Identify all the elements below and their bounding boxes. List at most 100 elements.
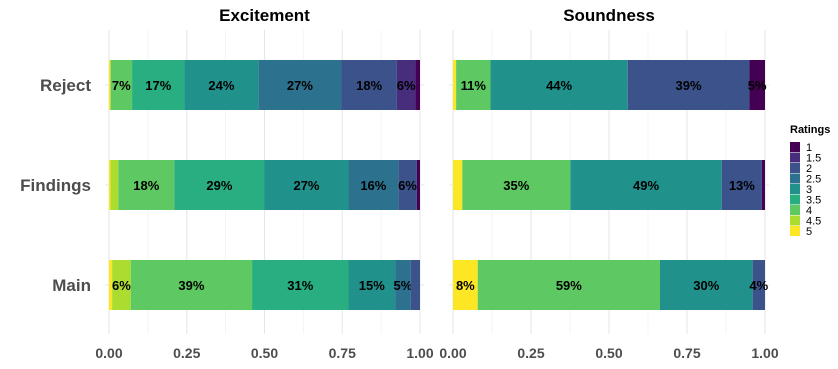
bar-data-label: 24% [208,78,234,93]
bar-segment-rating-3 [659,260,753,310]
legend-label: 4 [806,205,812,217]
legend-label: 3 [806,184,812,196]
bar-segment-rating-2 [752,260,765,310]
legend-title: Ratings [790,124,830,136]
bar-segment-rating-1 [415,60,420,110]
legend: Ratings 11.522.533.544.55 [790,124,830,238]
panel-soundness: Soundness 0.00 0.25 0.50 0.75 1.00 11% 44% 39% 5%… [439,6,778,361]
bar-segment-rating-2 [410,260,420,310]
bar-segment-rating-4 [456,60,491,110]
bar-data-label: 27% [287,78,313,93]
bar-data-label: 44% [546,78,572,93]
bar-segment-rating-3 [184,60,259,110]
bar-data-label: 17% [145,78,171,93]
bar-segment-rating-5 [453,260,478,310]
bar-data-label: 6% [112,278,131,293]
bar-data-label: 5% [393,278,412,293]
bar-segment-rating-4 [462,160,571,210]
x-tick-label: 0.50 [251,345,278,361]
legend-label: 5 [806,226,812,238]
bar-segment-rating-3 [264,160,349,210]
bar-segment-rating-3 [490,60,628,110]
x-tick-label: 0.00 [439,345,466,361]
legend-swatch [790,173,800,184]
x-tick-label: 1.00 [751,345,778,361]
bar-segment-rating-2 [398,160,417,210]
legend-swatch [790,194,800,205]
legend-swatch [790,205,800,215]
bar-segment-rating-2 [627,60,750,110]
bar-segment-rating-4-5 [110,160,119,210]
bar-segment-rating-5 [453,160,463,210]
bar-segment-rating-2 [721,160,762,210]
bar-segment-rating-1 [416,160,420,210]
x-tick-label: 0.00 [95,345,122,361]
bar-data-label: 5% [748,78,767,93]
bar-segment-rating-4-5 [112,260,131,310]
legend-label: 1.5 [806,153,821,165]
bar-data-label: 11% [461,78,487,93]
bar-data-label: 7% [112,78,131,93]
x-tick-label: 1.00 [406,345,433,361]
bar-segment-rating-2-5 [348,160,399,210]
bar-segment-rating-4 [118,160,175,210]
bar-data-label: 8% [456,278,475,293]
legend-swatch [790,163,800,173]
bar-data-label: 4% [749,278,768,293]
bar-segment-rating-3 [348,260,396,310]
legend-label: 3.5 [806,195,821,207]
bar-data-label: 15% [359,278,385,293]
legend-swatch [790,226,800,236]
legend-swatch [790,142,800,152]
bar-segment-rating-2-5 [395,260,411,310]
bar-segment-rating-2 [341,60,397,110]
bar-segment-rating-1 [761,160,765,210]
bar-data-label: 6% [398,178,417,193]
legend-label: 2 [806,163,812,175]
bar-data-label: 35% [503,178,529,193]
bar-segment-rating-1-5 [396,60,416,110]
legend-label: 2.5 [806,174,821,186]
bar-segment-rating-4 [477,260,660,310]
bar-segment-rating-5 [109,260,113,310]
x-tick-label: 0.75 [673,345,700,361]
x-tick-label: 0.75 [329,345,356,361]
bar-segment-rating-3-5 [174,160,265,210]
bar-data-label: 6% [397,78,416,93]
legend-label: 1 [806,142,812,154]
bar-segment-rating-1 [749,60,765,110]
bar-data-label: 31% [287,278,313,293]
legend-swatch [790,152,800,163]
legend-items: 11.522.533.544.55 [790,142,821,238]
panel-title: Excitement [219,6,310,25]
bar-data-label: 59% [556,278,582,293]
bar-segment-rating-5 [109,60,111,110]
bar-data-label: 29% [206,178,232,193]
panel-excitement: Excitement 0.00 0.25 0.50 0.75 1.00 7% 17% 24% 27… [95,6,433,361]
bar-data-label: 16% [360,178,386,193]
chart-panels: Reject Findings Main Excitement 0.00 0.25 0.50… [20,6,779,361]
legend-swatch [790,184,800,194]
category-label: Reject [40,76,91,95]
legend-swatch [790,215,800,226]
bar-segment-rating-5 [453,60,457,110]
bar-data-label: 39% [676,78,702,93]
bar-data-label: 39% [178,278,204,293]
category-label: Findings [20,176,91,195]
bar-data-label: 49% [633,178,659,193]
x-tick-label: 0.25 [517,345,544,361]
legend-label: 4.5 [806,216,821,228]
bar-segment-rating-3-5 [132,60,185,110]
bar-data-label: 18% [356,78,382,93]
category-label: Main [52,276,91,295]
bar-data-label: 27% [293,178,319,193]
bar-data-label: 18% [133,178,159,193]
bar-segment-rating-5 [109,160,111,210]
x-tick-label: 0.25 [173,345,200,361]
bar-segment-rating-4 [110,60,133,110]
bar-data-label: 30% [693,278,719,293]
bar-segment-rating-4 [130,260,253,310]
x-tick-label: 0.50 [595,345,622,361]
bar-data-label: 13% [729,178,755,193]
